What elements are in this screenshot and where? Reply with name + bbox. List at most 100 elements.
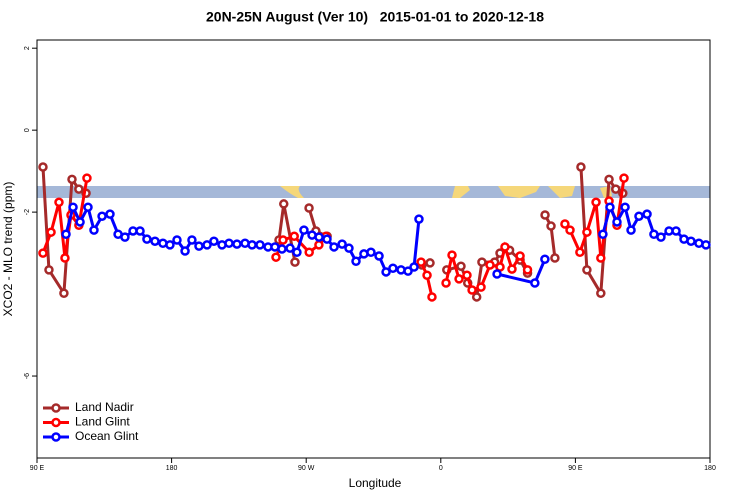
x-axis-label: Longitude xyxy=(349,476,402,490)
point xyxy=(381,267,391,277)
point xyxy=(172,235,182,245)
point xyxy=(477,257,487,267)
point xyxy=(374,251,384,261)
x-tick-label: 90 E xyxy=(30,465,45,472)
point xyxy=(530,278,540,288)
point xyxy=(278,235,288,245)
x-tick-label: 180 xyxy=(166,465,178,472)
point xyxy=(299,225,309,235)
point xyxy=(612,217,622,227)
point xyxy=(135,226,145,236)
point xyxy=(492,269,502,279)
point xyxy=(447,250,457,260)
point xyxy=(292,247,302,258)
chart-title: 20N-25N August (Ver 10) 2015-01-01 to 20… xyxy=(206,9,544,25)
point xyxy=(279,199,289,209)
point xyxy=(604,174,614,185)
point xyxy=(255,240,265,250)
legend-marker xyxy=(51,432,61,442)
point xyxy=(422,270,432,280)
point xyxy=(314,240,324,250)
point xyxy=(290,257,300,267)
point xyxy=(82,173,92,183)
point xyxy=(550,253,560,263)
point xyxy=(515,251,525,261)
point xyxy=(351,256,361,267)
point xyxy=(120,232,130,242)
point xyxy=(74,184,84,194)
point xyxy=(605,202,615,212)
point xyxy=(247,240,257,250)
point xyxy=(611,184,621,194)
point xyxy=(416,257,426,267)
point xyxy=(409,262,419,272)
point xyxy=(89,225,99,235)
plot-box xyxy=(36,39,711,459)
point xyxy=(619,173,629,183)
point xyxy=(68,202,78,212)
point xyxy=(194,241,204,251)
y-tick-label: -6 xyxy=(24,373,31,379)
point xyxy=(620,202,630,212)
point xyxy=(224,238,234,249)
point xyxy=(546,221,556,231)
point xyxy=(60,253,70,263)
point xyxy=(271,252,281,262)
point xyxy=(576,162,586,172)
point xyxy=(582,227,592,237)
point xyxy=(591,197,601,208)
point xyxy=(314,232,324,242)
point xyxy=(642,209,652,219)
legend-label: Land Glint xyxy=(75,415,130,429)
point xyxy=(97,211,107,221)
point xyxy=(476,282,486,292)
point xyxy=(165,240,175,250)
point xyxy=(187,235,197,245)
point xyxy=(560,219,570,229)
point xyxy=(596,288,606,299)
x-tick-label: 90 W xyxy=(298,465,315,472)
point xyxy=(105,209,115,219)
point xyxy=(46,227,56,237)
x-tick-label: 180 xyxy=(704,465,716,472)
point xyxy=(344,243,354,253)
point xyxy=(180,246,190,256)
point xyxy=(44,265,54,275)
point xyxy=(67,174,77,185)
point xyxy=(575,247,585,258)
point xyxy=(329,242,339,252)
legend-label: Ocean Glint xyxy=(75,429,139,443)
point xyxy=(598,229,608,239)
point xyxy=(454,274,464,284)
point xyxy=(75,217,85,227)
point xyxy=(388,263,398,274)
point xyxy=(277,244,287,254)
point xyxy=(209,236,219,246)
point xyxy=(427,292,437,302)
point xyxy=(686,236,696,246)
point xyxy=(462,270,472,280)
point xyxy=(322,234,332,244)
point xyxy=(54,197,64,208)
y-tick-label: 0 xyxy=(24,128,31,132)
point xyxy=(634,211,644,221)
y-tick-label: -2 xyxy=(24,209,31,215)
point xyxy=(150,236,160,246)
y-tick-label: 2 xyxy=(24,46,31,50)
x-tick-label: 90 E xyxy=(568,465,583,472)
point xyxy=(671,226,681,236)
point xyxy=(582,265,592,275)
point xyxy=(467,285,477,295)
point xyxy=(403,266,413,276)
point xyxy=(285,243,295,253)
point xyxy=(59,288,69,299)
point xyxy=(425,258,435,268)
y-axis-label: XCO2 - MLO trend (ppm) xyxy=(1,182,15,317)
point xyxy=(471,292,482,302)
point xyxy=(540,210,550,220)
point xyxy=(565,225,575,235)
point xyxy=(701,240,711,250)
legend-marker xyxy=(51,403,61,413)
point xyxy=(500,242,510,252)
